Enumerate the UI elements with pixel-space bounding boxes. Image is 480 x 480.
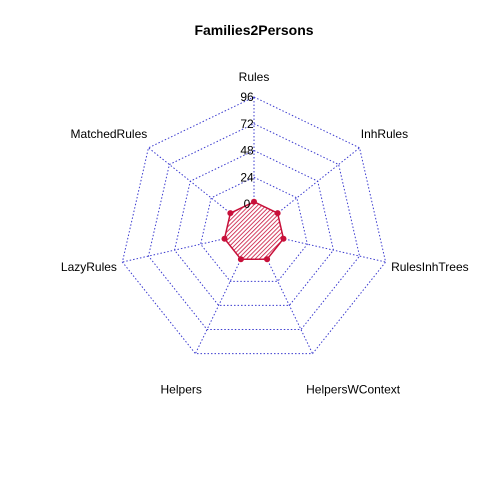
axis-label-InhRules: InhRules xyxy=(361,127,408,141)
grid-layer xyxy=(121,96,387,355)
tick-label-4: 96 xyxy=(240,90,254,104)
axis-label-Rules: Rules xyxy=(239,70,270,84)
axis-label-RulesInhTrees: RulesInhTrees xyxy=(391,260,469,274)
data-point-Helpers xyxy=(237,256,244,263)
data-point-HelpersWContext xyxy=(264,256,271,263)
data-point-LazyRules xyxy=(221,235,228,242)
spoke-4 xyxy=(194,257,243,354)
spoke-3 xyxy=(265,257,314,354)
tick-label-1: 24 xyxy=(240,170,254,184)
axis-label-LazyRules: LazyRules xyxy=(61,260,117,274)
data-point-Rules xyxy=(251,198,257,205)
data-point-RulesInhTrees xyxy=(280,235,287,242)
axis-label-HelpersWContext: HelpersWContext xyxy=(306,382,401,396)
series-polygon-0 xyxy=(223,200,285,260)
tick-label-0: 0 xyxy=(244,197,251,211)
grid-ring-3 xyxy=(147,123,361,331)
label-layer: 0 24 48 72 96 Rules InhRules RulesInhTrees Helpe… xyxy=(61,70,469,396)
spoke-1 xyxy=(275,147,360,215)
axis-label-Helpers: Helpers xyxy=(161,382,202,396)
tick-label-2: 48 xyxy=(240,144,254,158)
spoke-6 xyxy=(148,147,233,215)
tick-label-3: 72 xyxy=(240,117,254,131)
grid-ring-4 xyxy=(121,96,387,355)
spoke-2 xyxy=(281,237,386,263)
data-point-InhRules xyxy=(274,210,281,217)
data-point-MatchedRules xyxy=(227,210,234,217)
spoke-5 xyxy=(122,237,227,263)
grid-ring-1 xyxy=(200,176,308,282)
chart-title: Families2Persons xyxy=(194,22,313,38)
series-layer xyxy=(221,198,287,263)
axis-label-MatchedRules: MatchedRules xyxy=(71,127,148,141)
